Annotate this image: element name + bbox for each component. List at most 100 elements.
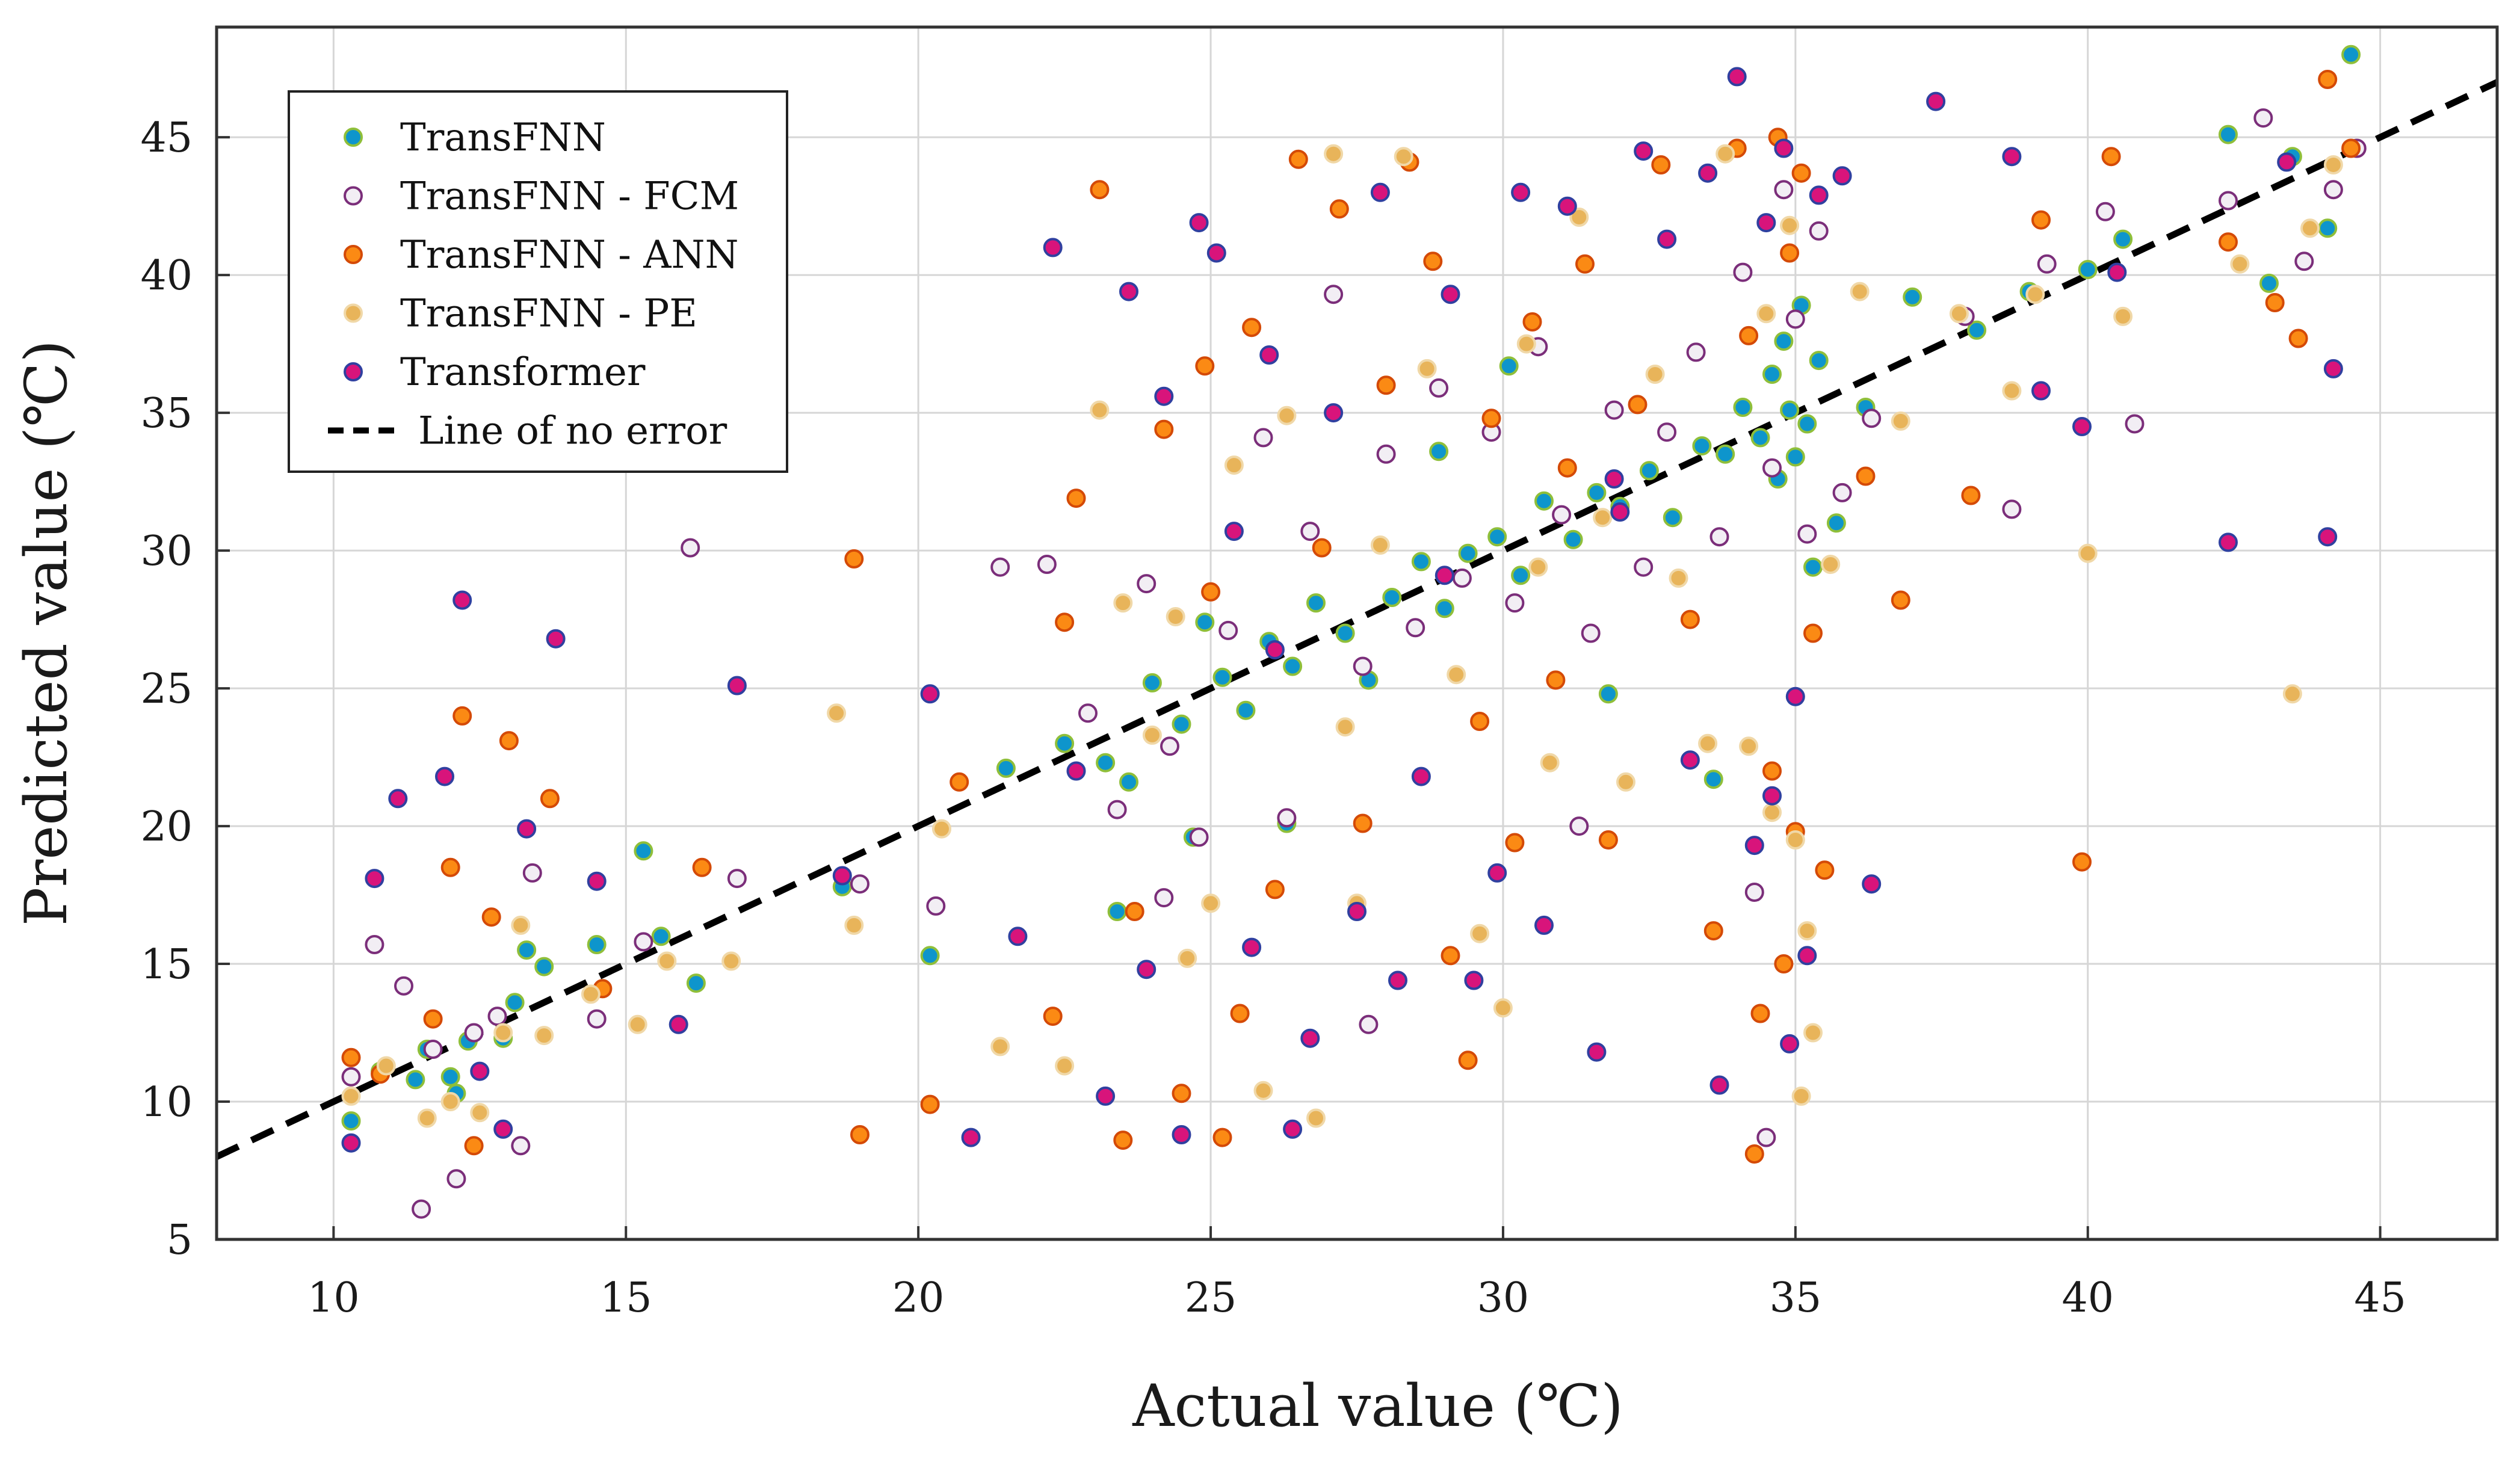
data-point	[388, 789, 408, 809]
data-point	[1224, 522, 1244, 541]
data-point	[1680, 750, 1700, 770]
data-point	[1324, 285, 1344, 304]
data-point	[1505, 593, 1525, 613]
series-3	[341, 144, 2343, 1128]
data-point	[2294, 251, 2314, 271]
data-point	[2318, 527, 2338, 547]
legend-label: TransFNN	[400, 116, 606, 160]
data-point	[1335, 717, 1355, 737]
data-point	[1096, 1086, 1116, 1106]
data-point	[1762, 365, 1782, 384]
data-point	[920, 1094, 940, 1114]
data-point	[1610, 502, 1630, 522]
data-point	[1055, 612, 1075, 632]
data-point	[1096, 753, 1116, 773]
data-point	[423, 1009, 443, 1029]
data-point	[2265, 293, 2285, 312]
data-point	[1306, 593, 1326, 613]
data-point	[2323, 155, 2343, 174]
legend-marker	[344, 303, 363, 323]
data-point	[2037, 254, 2057, 274]
data-point	[1172, 1125, 1191, 1144]
data-point	[546, 629, 566, 649]
data-point	[1429, 378, 1449, 398]
data-point	[1277, 808, 1297, 828]
data-point	[2078, 543, 2098, 563]
legend-marker	[344, 186, 363, 206]
data-point	[1335, 623, 1355, 643]
data-point	[1201, 893, 1221, 913]
data-point	[1803, 1023, 1823, 1043]
data-point	[1891, 411, 1910, 431]
data-point	[481, 907, 501, 927]
data-point	[2323, 359, 2343, 378]
data-point	[1242, 318, 1262, 338]
legend-box	[288, 90, 788, 473]
data-point	[1493, 998, 1513, 1018]
data-point	[1259, 345, 1279, 365]
data-point	[341, 1133, 361, 1153]
data-point	[692, 857, 712, 877]
data-point	[2002, 381, 2022, 401]
data-point	[926, 896, 946, 916]
legend-label: TransFNN - FCM	[400, 174, 739, 219]
x-tick-label: 20	[892, 1274, 945, 1322]
data-point	[1043, 238, 1063, 258]
data-point	[1236, 700, 1256, 720]
data-point	[487, 1007, 507, 1026]
data-point	[1166, 607, 1185, 626]
data-point	[1283, 656, 1303, 676]
data-point	[1312, 538, 1332, 558]
data-point	[1253, 428, 1273, 448]
data-point	[1750, 428, 1770, 448]
data-point	[470, 1103, 490, 1123]
data-point	[1593, 508, 1613, 528]
data-point	[464, 1023, 484, 1043]
data-point	[1780, 400, 1800, 420]
data-point	[1212, 1127, 1232, 1147]
data-point	[1008, 927, 1028, 946]
data-point	[634, 841, 653, 861]
data-point	[587, 871, 607, 891]
data-point	[1434, 599, 1454, 618]
data-point	[1370, 535, 1390, 555]
y-tick-label: 30	[140, 528, 193, 575]
data-point	[1616, 772, 1635, 792]
data-point	[1464, 970, 1484, 990]
data-point	[341, 1111, 361, 1131]
data-point	[1037, 555, 1057, 574]
data-point	[1212, 667, 1232, 687]
data-point	[1891, 590, 1910, 610]
data-point	[950, 772, 969, 792]
data-point	[844, 549, 864, 569]
data-point	[1791, 1086, 1811, 1106]
data-point	[657, 951, 677, 971]
data-point	[1458, 543, 1478, 563]
data-point	[464, 1136, 484, 1156]
data-point	[1803, 557, 1823, 577]
data-point	[1481, 409, 1501, 428]
data-point	[1154, 888, 1174, 908]
data-point	[1639, 461, 1659, 481]
data-point	[2259, 273, 2279, 293]
data-point	[2113, 306, 2133, 326]
legend-marker	[344, 128, 363, 147]
data-point	[1815, 860, 1835, 880]
x-tick-label: 25	[1185, 1274, 1237, 1322]
series-1	[341, 108, 2367, 1219]
data-point	[1663, 508, 1682, 528]
data-point	[1826, 513, 1846, 533]
data-point	[920, 684, 940, 704]
data-point	[2002, 147, 2022, 167]
y-tick-label: 25	[140, 665, 193, 713]
data-point	[1692, 436, 1712, 456]
data-point	[1809, 221, 1829, 241]
series-4	[341, 67, 2343, 1153]
data-point	[1569, 208, 1589, 227]
data-point	[1107, 902, 1127, 921]
x-tick-label: 35	[1770, 1274, 1822, 1322]
legend-entries: TransFNN TransFNN - FCM TransFNN - ANN Tran…	[328, 116, 739, 454]
data-point	[961, 1127, 981, 1147]
data-point	[1113, 593, 1133, 613]
data-point	[1785, 447, 1805, 467]
